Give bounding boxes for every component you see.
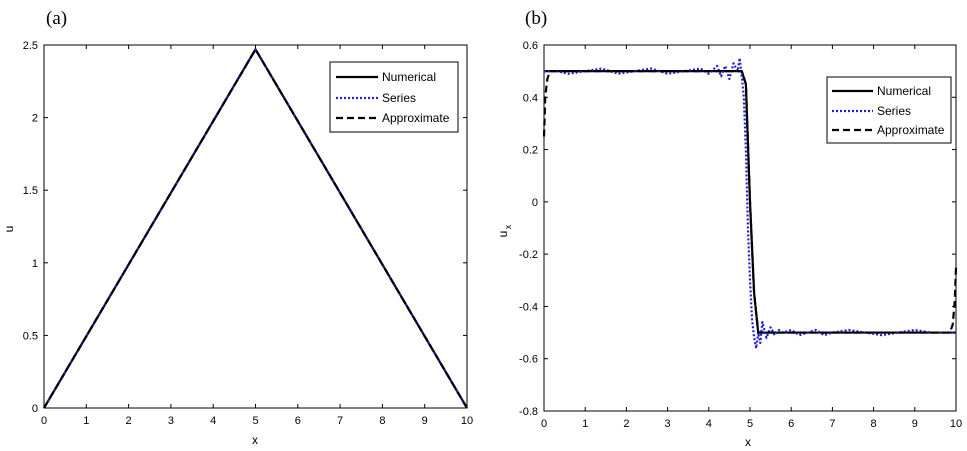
panel-a-xtick-label: 5	[252, 415, 258, 427]
panel-a-legend-box	[329, 61, 459, 133]
panel-a-xtick-label: 4	[210, 415, 216, 427]
panel-b: (b) 0 1 2 3 4 5 6 7 8 9 10-0.8-0.6-0.4-0.200.20.40…	[496, 8, 962, 449]
panel-b-ytick-label: -0.6	[519, 354, 538, 366]
panel-a-ytick-label: 2.5	[23, 40, 38, 52]
panel-b-series	[542, 56, 958, 350]
panel-a-xtick-label: 9	[422, 415, 428, 427]
panel-b-ytick-label: -0.2	[519, 249, 538, 261]
panel-b-ytick-label: -0.4	[519, 301, 538, 313]
panel-b-ytick-label: 0	[532, 197, 538, 209]
panel-b-xtick-label: 6	[788, 418, 794, 430]
panel-b-xtick-label: 5	[747, 418, 753, 430]
panel-b-xtick-label: 4	[706, 418, 712, 430]
panel-a-xlabel: x	[252, 433, 258, 447]
panel-a-ytick-label: 1.5	[23, 185, 38, 197]
panel-a-xtick-label: 0	[41, 415, 47, 427]
panel-a-legend-label-approximate: Approximate	[382, 111, 450, 125]
panel-b-legend: Numerical Series Approximate	[826, 76, 952, 144]
panel-b-xtick-label: 0	[541, 418, 547, 430]
panel-a: (a) 0 1 2 3 4 5 6 7 8 9 10 0 0.5 1 1.5 2 2.5 x u Numeric…	[2, 8, 473, 447]
panel-a-legend: Numerical Series Approximate	[329, 61, 459, 133]
panel-b-xtick-label: 3	[665, 418, 671, 430]
panel-a-xtick-label: 3	[168, 415, 174, 427]
panel-b-ylabel: u	[496, 231, 510, 238]
panel-a-ticks: 0 1 2 3 4 5 6 7 8 9 10 0 0.5 1 1.5 2 2.5	[23, 40, 473, 427]
panel-b-xtick-label: 9	[912, 418, 918, 430]
panel-b-ylabel-subscript: x	[503, 224, 513, 229]
panel-b-xlabel: x	[745, 435, 751, 449]
panel-a-xtick-label: 6	[295, 415, 301, 427]
panel-b-ytick-label: 0.2	[523, 145, 538, 157]
panel-b-ytick-label: 0.4	[523, 92, 538, 104]
panel-b-label: (b)	[525, 8, 547, 29]
panel-a-xtick-label: 8	[379, 415, 385, 427]
panel-b-series-series-line	[544, 56, 956, 350]
panel-a-series-approximate-line	[43, 48, 468, 409]
panel-a-ytick-label: 1	[32, 258, 38, 270]
panel-a-ytick-label: 0	[32, 403, 38, 415]
panel-a-xtick-label: 7	[337, 415, 343, 427]
panel-a-xtick-label: 1	[83, 415, 89, 427]
panel-b-legend-label-series: Series	[877, 104, 911, 118]
panel-b-xtick-label: 8	[871, 418, 877, 430]
panel-b-ticks: 0 1 2 3 4 5 6 7 8 9 10 -0.8 -0.6 -0.4 -0.2 0 0.2 0.4 0.6	[519, 40, 962, 430]
panel-b-series-approximate-line	[542, 70, 958, 334]
panel-b-ytick-label: 0.6	[523, 40, 538, 52]
panel-a-ylabel: u	[2, 226, 16, 233]
panel-a-label: (a)	[46, 8, 67, 29]
panel-b-xtick-label: 7	[829, 418, 835, 430]
panel-b-xtick-label: 2	[623, 418, 629, 430]
panel-a-ytick-label: 2	[32, 113, 38, 125]
panel-b-legend-label-numerical: Numerical	[877, 84, 931, 98]
panel-a-ytick-label: 0.5	[23, 330, 38, 342]
panel-a-legend-label-numerical: Numerical	[382, 70, 436, 84]
panel-a-legend-label-series: Series	[382, 91, 416, 105]
panel-a-xtick-label: 2	[126, 415, 132, 427]
panel-b-legend-label-approximate: Approximate	[877, 123, 945, 137]
panel-b-ylabel-group: u x	[496, 224, 513, 237]
panel-a-xtick-label: 10	[461, 415, 473, 427]
panel-a-series	[43, 48, 468, 409]
panel-b-xtick-label: 1	[582, 418, 588, 430]
panel-b-legend-box	[826, 76, 952, 144]
panel-b-ytick-label: -0.8	[519, 406, 538, 418]
panel-b-xtick-label: 10	[950, 418, 962, 430]
